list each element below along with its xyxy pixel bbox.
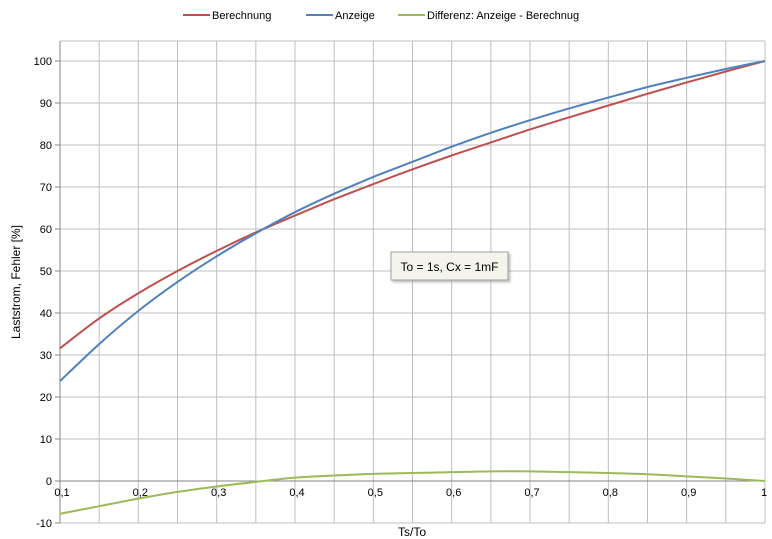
y-tick-label: -10 <box>36 518 52 530</box>
x-tick-label: 0,5 <box>368 487 383 499</box>
y-tick-label: 80 <box>40 140 52 152</box>
x-tick-label: 0,6 <box>446 487 461 499</box>
legend-label: Differenz: Anzeige - Berechnug <box>427 10 579 22</box>
y-tick-label: 40 <box>40 308 52 320</box>
x-tick-label: 0,1 <box>54 487 69 499</box>
x-tick-label: 0,9 <box>681 487 696 499</box>
y-tick-label: 50 <box>40 266 52 278</box>
y-tick-label: 90 <box>40 98 52 110</box>
x-tick-label: 0,2 <box>133 487 148 499</box>
legend: Berechnung Anzeige Differenz: Anzeige - Be… <box>183 10 579 22</box>
x-tick-label: 0,8 <box>603 487 618 499</box>
series-line-berechnung <box>59 60 766 350</box>
grid <box>59 40 766 524</box>
legend-item-anzeige: Anzeige <box>306 10 375 22</box>
x-axis-label: Ts/To <box>398 525 426 539</box>
legend-label: Berechnung <box>212 10 271 22</box>
y-tick-label: 20 <box>40 392 52 404</box>
y-axis-label: Laststrom, Fehler [%] <box>9 225 23 339</box>
y-tick-label: 60 <box>40 224 52 236</box>
legend-item-differenz: Differenz: Anzeige - Berechnug <box>398 10 579 22</box>
y-axis-ticks: -10 0 10 20 30 40 50 60 70 80 90 100 <box>34 56 60 530</box>
x-tick-label: 0,4 <box>289 487 304 499</box>
y-tick-label: 0 <box>46 476 52 488</box>
legend-label: Anzeige <box>335 10 375 22</box>
y-tick-label: 70 <box>40 182 52 194</box>
y-tick-label: 100 <box>34 56 52 68</box>
annotation-box: To = 1s, Cx = 1mF <box>390 251 509 281</box>
x-tick-label: 1 <box>761 487 767 499</box>
y-tick-label: 30 <box>40 350 52 362</box>
series-lines <box>59 60 766 515</box>
x-tick-label: 0,7 <box>524 487 539 499</box>
legend-item-berechnung: Berechnung <box>183 10 271 22</box>
series-line-differenz <box>59 470 766 515</box>
y-tick-label: 10 <box>40 434 52 446</box>
series-line-anzeige <box>59 60 766 382</box>
x-axis-ticks: 0,1 0,2 0,3 0,4 0,5 0,6 0,7 0,8 0,9 1 <box>54 487 767 499</box>
x-tick-label: 0,3 <box>211 487 226 499</box>
annotation-text: To = 1s, Cx = 1mF <box>400 260 498 274</box>
